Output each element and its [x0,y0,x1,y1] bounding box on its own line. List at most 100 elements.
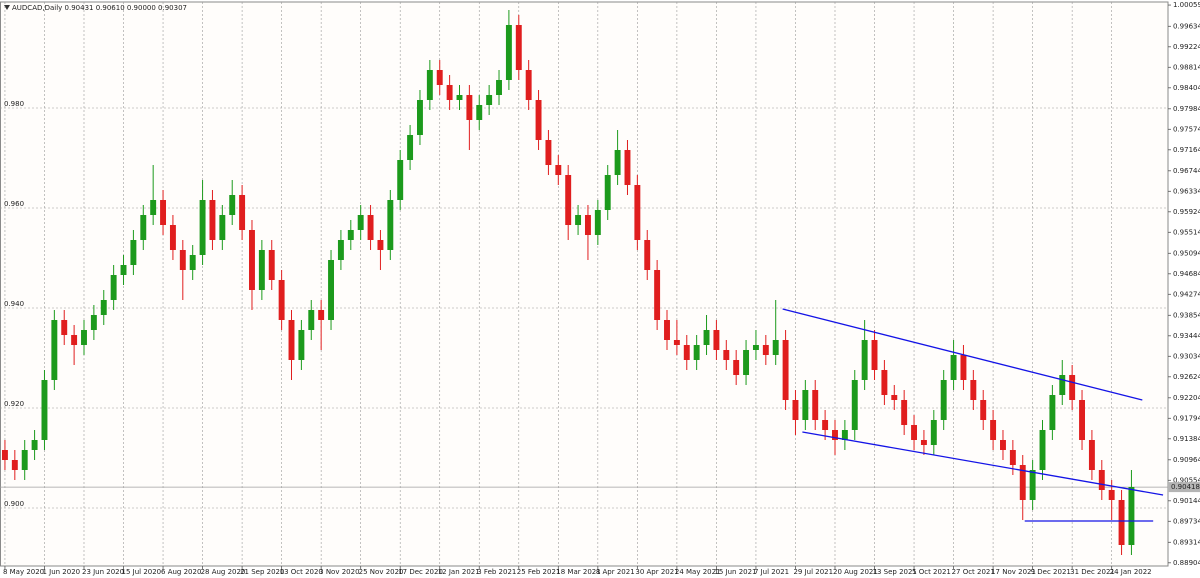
candle-body [752,345,759,350]
y2-tick-label: 0.98404 [1173,84,1200,92]
candle-body [723,350,730,360]
candle-body [189,255,196,270]
candle-body [782,340,789,400]
candle-body [693,345,700,360]
y2-tick-label: 0.93444 [1173,332,1200,340]
candle-body [802,390,809,420]
candle-body [851,380,858,430]
candle-body [871,340,878,370]
candle-body [268,250,275,280]
candle-body [1079,400,1085,440]
candle-body [980,400,987,420]
chart-title: AUDCAD,Daily 0.90431 0.90610 0.90000 0.9… [12,4,187,12]
x-tick-label: 31 Dec 2021 [1070,568,1115,576]
candle-body [456,95,463,100]
candle-body [150,200,157,215]
candle-body [318,310,325,320]
candle-body [61,320,68,335]
candle-body [51,320,58,380]
candle-body [920,440,927,445]
y-tick-label: 0.980 [4,100,24,108]
candle-body [930,420,937,445]
candle-body [624,150,631,185]
candle-body [377,240,384,250]
candle-body [397,160,404,200]
candle-body [446,85,453,100]
candle-body [525,70,532,100]
x-tick-label: 17 Nov 2021 [991,568,1036,576]
y2-tick-label: 0.91384 [1173,435,1200,443]
candle-body [515,25,522,70]
candle-body [1059,375,1066,395]
candle-body [733,360,740,375]
candle-body [179,250,186,270]
x-tick-label: 27 Oct 2021 [952,568,995,576]
x-tick-label: 9 Dec 2021 [1031,568,1071,576]
y-tick-label: 0.940 [4,300,24,308]
candle-body [209,200,216,240]
x-tick-label: 18 Mar 2021 [556,568,600,576]
candle-body [654,270,661,320]
candle-body [288,320,295,360]
y2-tick-label: 0.97164 [1173,146,1200,154]
candle-body [1108,490,1115,500]
candle-body [239,195,246,230]
x-tick-label: 20 Aug 2021 [833,568,878,576]
y2-tick-label: 0.97984 [1173,105,1200,113]
candle-body [90,315,97,330]
x-tick-label: 3 Nov 2020 [319,568,359,576]
candle-body [1128,487,1135,545]
candle-body [100,300,107,315]
candle-body [41,380,48,440]
y2-tick-label: 0.89734 [1173,517,1200,525]
x-tick-label: 7 Jul 2021 [754,568,789,576]
candle-body [822,420,829,430]
candle-body [683,345,690,360]
candle-body [21,450,28,470]
x-tick-label: 13 Oct 2020 [280,568,323,576]
candle-body [308,310,315,330]
y2-tick-label: 0.92624 [1173,373,1200,381]
candle-body [881,370,888,395]
x-tick-label: 1 Jun 2020 [42,568,80,576]
candle-body [812,390,819,420]
x-tick-label: 12 Jan 2021 [438,568,480,576]
y2-tick-label: 0.91794 [1173,414,1200,422]
y2-tick-label: 0.98814 [1173,63,1200,71]
x-tick-label: 8 Apr 2021 [596,568,635,576]
candle-body [713,330,720,350]
candle-body [31,440,38,450]
y2-tick-label: 0.93854 [1173,311,1200,319]
x-tick-label: 25 Feb 2021 [517,568,561,576]
y2-tick-label: 0.93034 [1173,352,1200,360]
y2-tick-label: 0.99224 [1173,43,1200,51]
y2-tick-label: 0.92204 [1173,394,1200,402]
candle-body [1029,470,1036,500]
candle-body [81,330,87,345]
y2-tick-label: 1.00059 [1173,1,1200,9]
candle-body [960,355,967,380]
candle-body [1019,465,1026,500]
candle-body [249,230,255,290]
candle-body [555,165,562,175]
candle-body [664,320,670,340]
y2-tick-label: 0.94274 [1173,290,1200,298]
candle-body [407,135,414,160]
candle-body [990,420,997,440]
x-tick-label: 29 Jul 2021 [793,568,833,576]
candle-body [832,430,838,440]
y2-tick-label: 0.90964 [1173,456,1200,464]
collapse-arrow [4,5,10,10]
candle-body [505,25,512,80]
x-tick-label: 13 Sep 2021 [873,568,917,576]
x-tick-label: 6 Aug 2020 [161,568,201,576]
candle-body [486,95,493,105]
x-tick-label: 23 Jun 2020 [82,568,124,576]
candle-body [1049,395,1056,430]
y2-tick-label: 0.95514 [1173,228,1200,236]
candle-body [130,240,137,265]
y-tick-label: 0.920 [4,400,24,408]
candle-body [565,175,572,225]
candle-body [298,330,305,360]
candle-body [584,215,591,235]
